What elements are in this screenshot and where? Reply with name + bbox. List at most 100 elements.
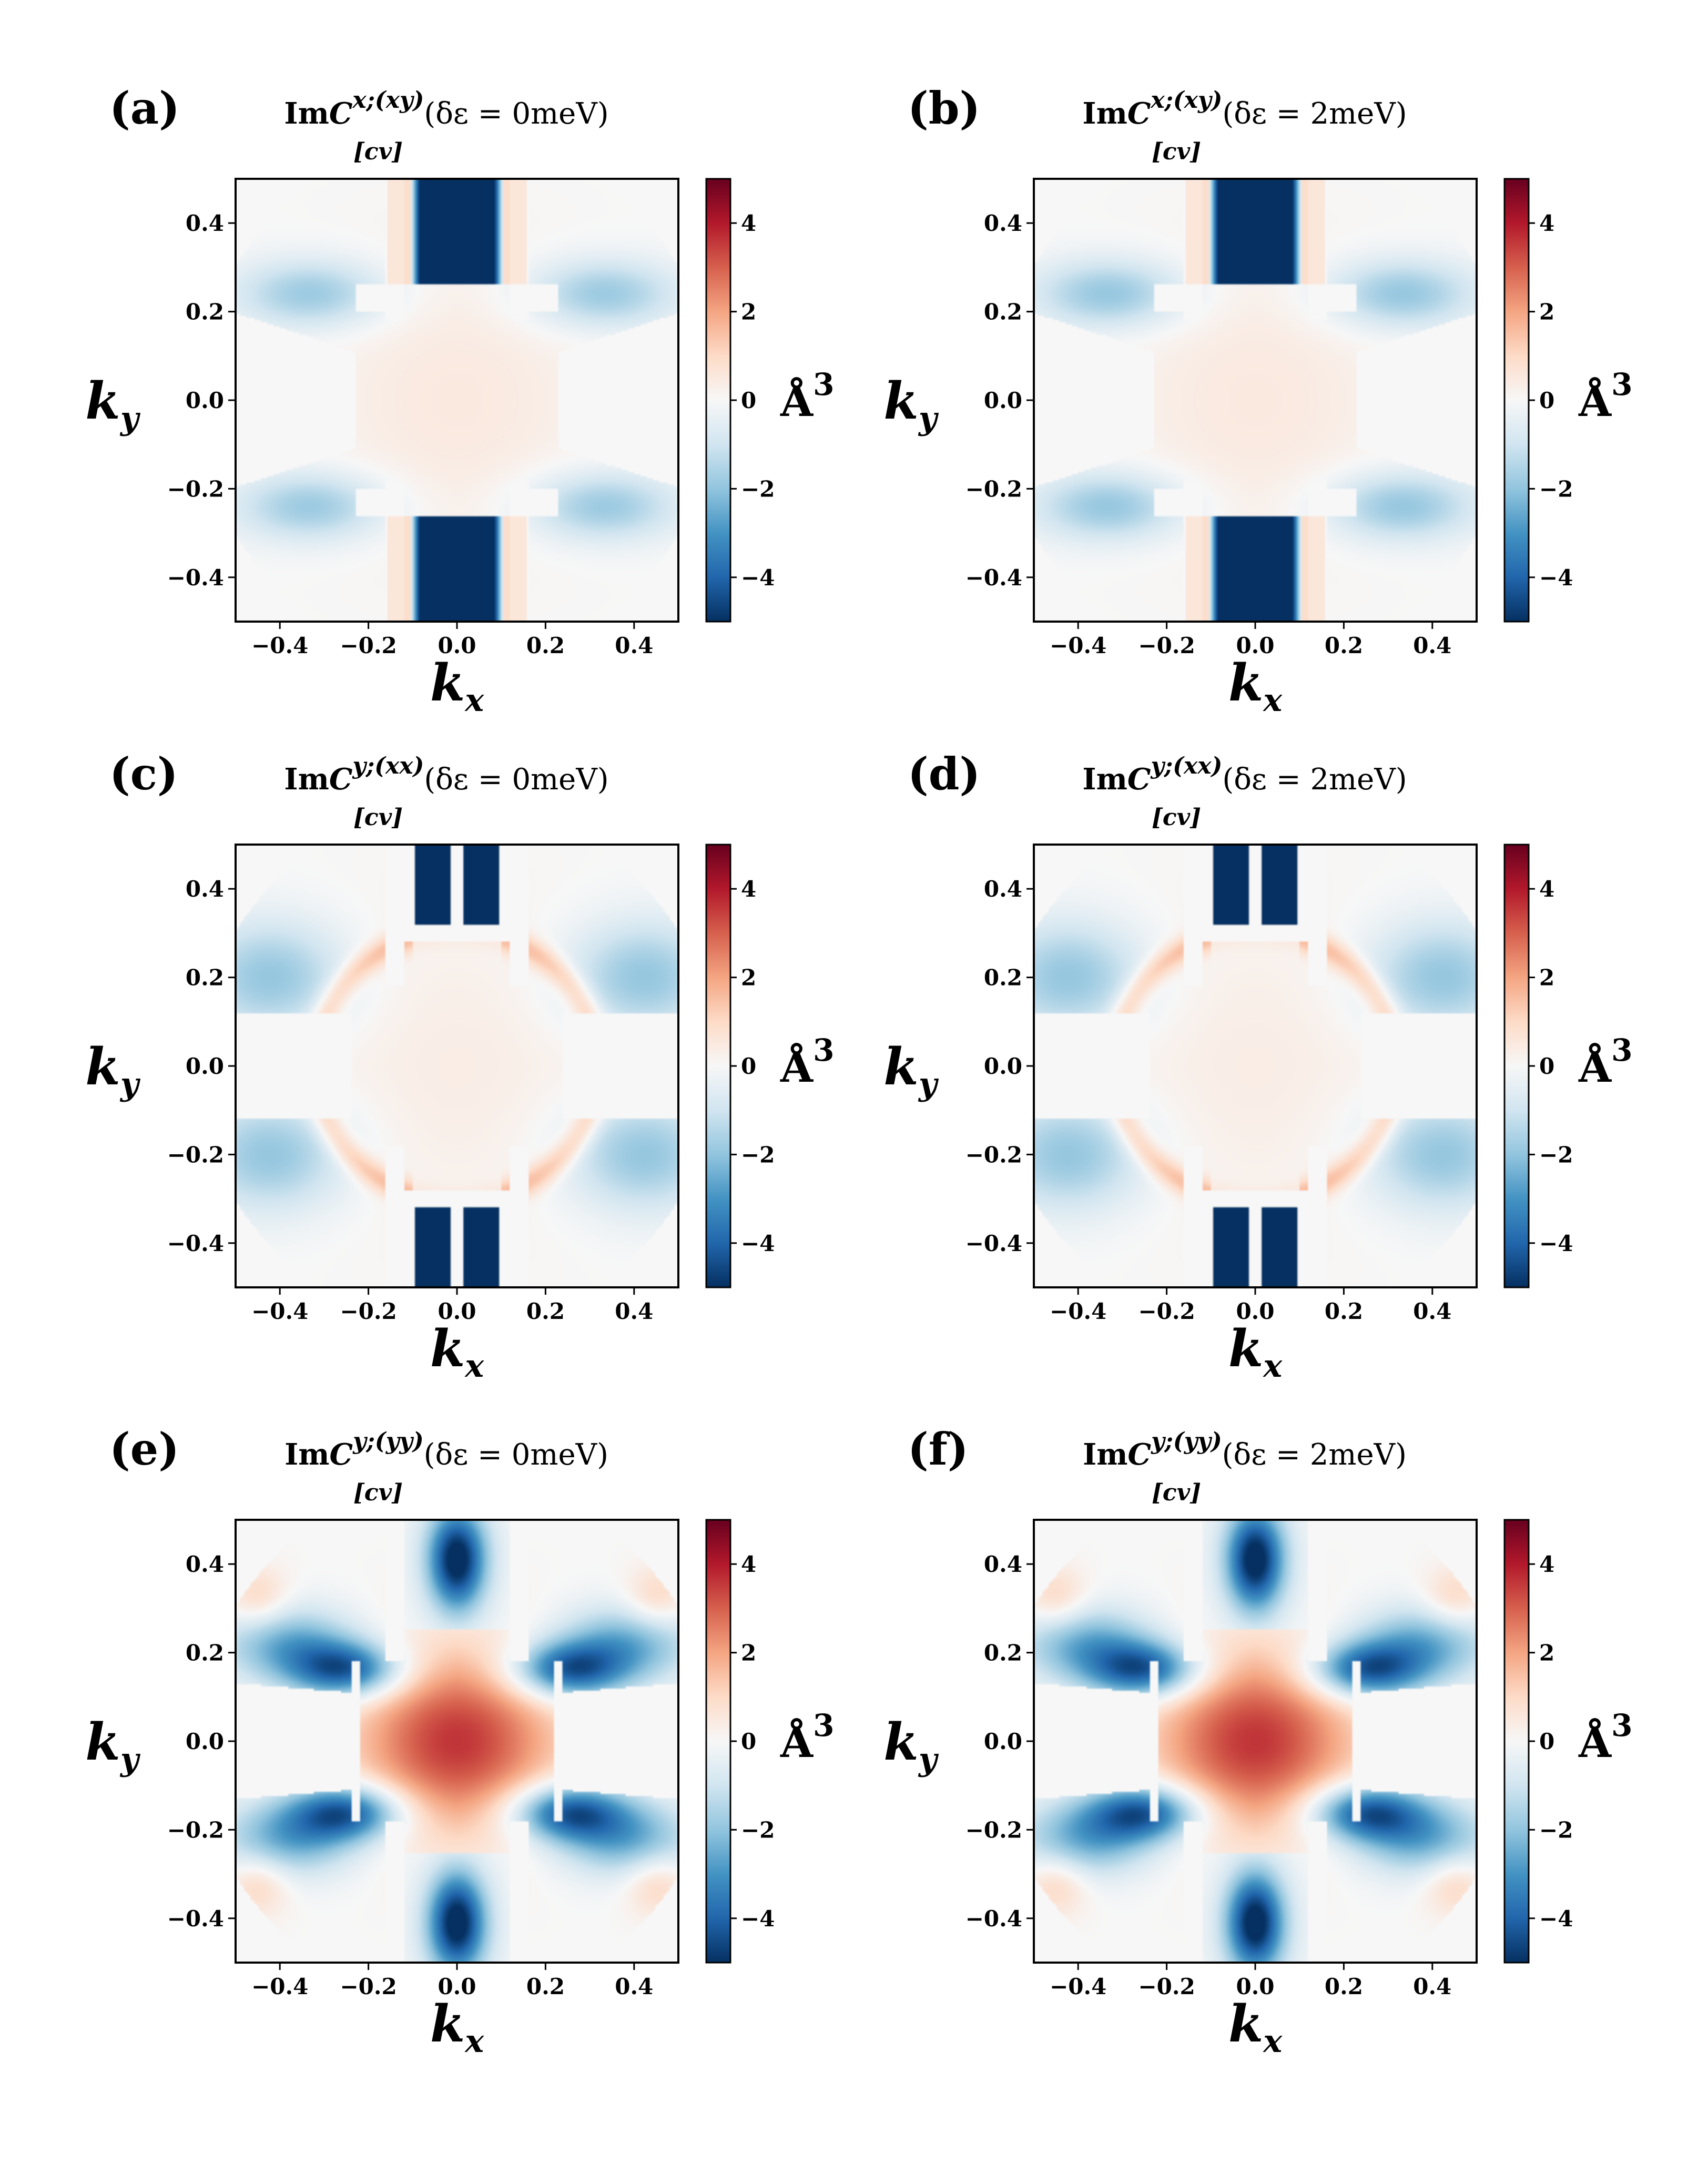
colorbar (705, 178, 731, 623)
y-tick-label: −0.2 (965, 1817, 1022, 1843)
x-axis-label: kx (1228, 653, 1283, 719)
y-tick-label: 0.0 (984, 1053, 1022, 1079)
colorbar-tick-label: −2 (741, 476, 775, 502)
panel-label: (d) (908, 748, 980, 800)
colorbar-tick-label: 4 (1539, 876, 1554, 902)
x-tick-label: 0.0 (1236, 1974, 1274, 1999)
panel-c: (c) ImCy;(xx)(δε = 0meV) [cv] −0.4 0.4 −0.2 0.… (85, 748, 834, 1385)
y-tick-label: 0.2 (984, 299, 1022, 325)
title-subscript: [cv] (1152, 138, 1201, 165)
colorbar-tick-label: −4 (1539, 565, 1573, 591)
y-axis-label: ky (883, 1712, 939, 1778)
y-tick-label: −0.4 (167, 1906, 224, 1932)
x-tick-label: 0.2 (1325, 1974, 1363, 1999)
title-subscript: [cv] (353, 804, 403, 831)
x-tick-label: 0.4 (1413, 1974, 1451, 1999)
colorbar-tick-label: 0 (1539, 1729, 1554, 1754)
x-tick-label: −0.4 (1050, 633, 1106, 658)
x-tick-label: −0.4 (251, 1974, 308, 1999)
y-tick-label: −0.4 (167, 1231, 224, 1256)
x-tick-label: 0.0 (1236, 633, 1274, 658)
y-axis-label: ky (85, 1712, 141, 1778)
x-tick-label: −0.2 (1138, 633, 1195, 658)
colorbar-tick-label: 2 (1539, 1640, 1554, 1666)
panel-e: (e) ImCy;(yy)(δε = 0meV) [cv] −0.4 0.4 −0.2 0.… (85, 1423, 834, 2060)
colorbar-tick-label: −4 (1539, 1231, 1573, 1256)
colorbar-unit: Å3 (780, 1032, 834, 1092)
colorbar-tick-label: −2 (741, 1817, 775, 1843)
x-tick-label: 0.2 (526, 1298, 565, 1324)
colorbar-tick-label: −2 (1539, 1142, 1573, 1167)
x-tick-label: −0.4 (1050, 1298, 1106, 1324)
y-axis-label: ky (85, 1037, 141, 1103)
heatmap-image (236, 1520, 678, 1963)
title-subscript: [cv] (1152, 804, 1201, 831)
y-tick-label: 0.2 (186, 1640, 224, 1666)
colorbar (705, 844, 731, 1288)
x-tick-label: 0.4 (1413, 633, 1451, 658)
colorbar-tick-label: −2 (741, 1142, 775, 1167)
x-tick-label: 0.0 (438, 633, 476, 658)
y-tick-label: −0.4 (965, 1231, 1022, 1256)
panel-label: (f) (908, 1423, 969, 1475)
colorbar-unit: Å3 (780, 367, 834, 426)
colorbar-tick-label: 2 (1539, 299, 1554, 325)
y-axis-label: ky (85, 371, 141, 437)
x-tick-label: 0.4 (615, 1298, 653, 1324)
x-tick-label: −0.2 (340, 1974, 396, 1999)
y-tick-label: 0.4 (984, 210, 1022, 236)
panel-title: ImCx;(xy)(δε = 0meV) (284, 87, 608, 131)
x-tick-label: 0.2 (526, 1974, 565, 1999)
panel-title: ImCy;(yy)(δε = 2meV) (1083, 1428, 1407, 1472)
y-tick-label: 0.0 (984, 388, 1022, 413)
colorbar-tick-label: 2 (741, 965, 756, 991)
x-tick-label: 0.2 (1325, 1298, 1363, 1324)
colorbar (1503, 1519, 1530, 1964)
panel-label: (c) (109, 748, 178, 800)
panel-label: (b) (908, 82, 980, 134)
colorbar (1503, 844, 1530, 1288)
x-axis-label: kx (1228, 1319, 1283, 1385)
colorbar-tick-label: 0 (1539, 388, 1554, 413)
y-tick-label: 0.2 (186, 299, 224, 325)
x-axis-label: kx (430, 1319, 485, 1385)
y-tick-label: 0.2 (984, 965, 1022, 991)
panel-a: (a) ImCx;(xy)(δε = 0meV) [cv] −0.4 0.4 −0.2 0.… (85, 82, 834, 719)
y-tick-label: −0.2 (167, 476, 224, 502)
heatmap-image (1034, 179, 1477, 622)
heatmap-image (1034, 845, 1477, 1287)
x-axis-label: kx (430, 653, 485, 719)
x-tick-label: 0.2 (526, 633, 565, 658)
colorbar-tick-label: 4 (741, 876, 756, 902)
colorbar (1503, 178, 1530, 623)
colorbar-tick-label: 4 (1539, 210, 1554, 236)
panel-title: ImCy;(xx)(δε = 0meV) (284, 753, 608, 797)
colorbar (705, 1519, 731, 1964)
y-tick-label: 0.2 (984, 1640, 1022, 1666)
x-tick-label: −0.4 (1050, 1974, 1106, 1999)
x-tick-label: 0.0 (1236, 1298, 1274, 1324)
x-tick-label: 0.0 (438, 1974, 476, 1999)
colorbar-tick-label: −4 (741, 1906, 775, 1932)
panel-title: ImCy;(xx)(δε = 2meV) (1082, 753, 1407, 797)
colorbar-tick-label: −4 (741, 565, 775, 591)
colorbar-tick-label: 4 (1539, 1551, 1554, 1577)
x-tick-label: 0.4 (615, 633, 653, 658)
heatmap-image (236, 845, 678, 1287)
y-tick-label: −0.4 (965, 1906, 1022, 1932)
y-tick-label: 0.0 (186, 1053, 224, 1079)
x-tick-label: −0.2 (1138, 1298, 1195, 1324)
colorbar-tick-label: −2 (1539, 476, 1573, 502)
x-axis-label: kx (1228, 1994, 1283, 2060)
x-axis-label: kx (430, 1994, 485, 2060)
colorbar-unit: Å3 (1578, 1032, 1632, 1092)
heatmap-image (1034, 1520, 1477, 1963)
colorbar-tick-label: 0 (741, 1729, 756, 1754)
colorbar-unit: Å3 (780, 1708, 834, 1767)
panel-f: (f) ImCy;(yy)(δε = 2meV) [cv] −0.4 0.4 −0.2 0.… (883, 1423, 1632, 2060)
y-tick-label: 0.2 (186, 965, 224, 991)
y-tick-label: 0.4 (186, 876, 224, 902)
colorbar-tick-label: 2 (1539, 965, 1554, 991)
colorbar-tick-label: 4 (741, 1551, 756, 1577)
title-subscript: [cv] (353, 1479, 403, 1506)
